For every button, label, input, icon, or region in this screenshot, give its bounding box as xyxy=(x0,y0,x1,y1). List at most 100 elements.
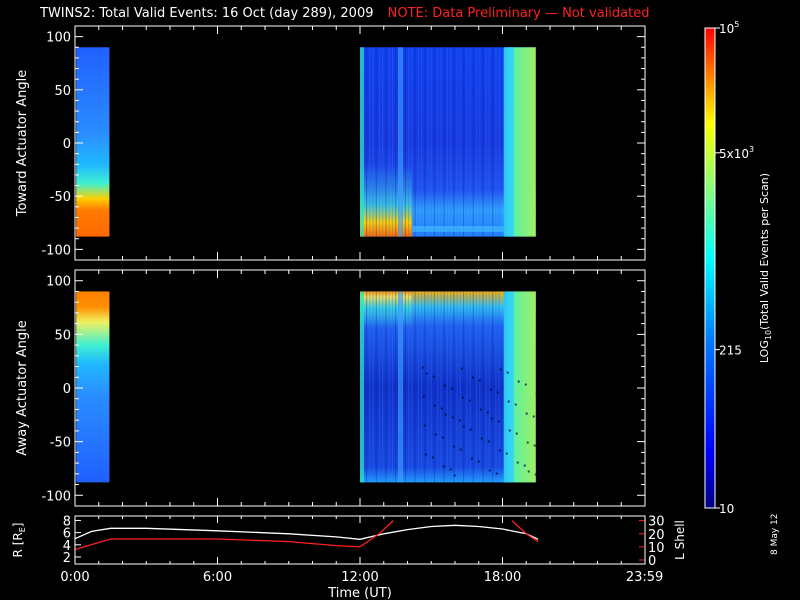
heatmap-texture-line xyxy=(378,47,381,237)
y-tick-label-left: 4 xyxy=(63,539,71,554)
heatmap-speckle xyxy=(489,388,492,391)
y-tick-label-right: 30 xyxy=(648,515,665,530)
y-axis-label: Toward Actuator Angle xyxy=(15,70,30,217)
heatmap-speckle xyxy=(432,375,435,378)
heatmap-edge-strip xyxy=(360,291,364,483)
heatmap-speckle xyxy=(527,470,530,473)
lshell-series-line xyxy=(74,538,361,551)
heatmap-texture-line xyxy=(411,291,413,483)
heatmap-texture-line xyxy=(404,291,406,483)
y-tick-label-left: 2 xyxy=(63,551,71,566)
heatmap-texture-line xyxy=(485,47,487,237)
heatmap-speckle xyxy=(462,425,465,428)
heatmap-texture-line xyxy=(482,47,484,237)
y-tick-label-right: 10 xyxy=(648,541,665,556)
heatmap-texture-line xyxy=(446,291,449,483)
heatmap-texture-line xyxy=(417,291,419,483)
heatmap-speckle xyxy=(516,461,519,464)
y-axis-label: Away Actuator Angle xyxy=(15,320,30,455)
heatmap-speckle xyxy=(523,464,526,467)
heatmap-speckle xyxy=(524,383,527,386)
heatmap-texture-line xyxy=(427,47,429,237)
heatmap-hot-region xyxy=(360,164,413,237)
heatmap-speckle xyxy=(459,448,462,451)
y-tick-label: 0 xyxy=(63,137,71,152)
lshell-series-line xyxy=(511,520,539,543)
heatmap-texture-line xyxy=(382,291,384,483)
heatmap-hot-region xyxy=(360,291,413,329)
heatmap-texture-line xyxy=(388,47,390,237)
heatmap-speckle xyxy=(461,396,464,399)
x-tick-label: 12:00 xyxy=(341,570,378,585)
heatmap-texture-line xyxy=(485,291,487,483)
heatmap-speckle xyxy=(479,408,482,411)
heatmap-block-early xyxy=(76,291,110,483)
y-tick-label: -50 xyxy=(50,436,71,451)
heatmap-speckle xyxy=(424,453,427,456)
heatmap-speckle xyxy=(442,465,445,468)
heatmap-speckle xyxy=(431,456,434,459)
heatmap-speckle xyxy=(434,433,437,436)
heatmap-speckle xyxy=(423,424,426,427)
heatmap-speckle xyxy=(422,395,425,398)
heatmap-texture-line xyxy=(469,291,471,483)
heatmap-speckle xyxy=(449,468,452,471)
heatmap-speckle xyxy=(526,441,529,444)
heatmap-texture-line xyxy=(437,47,439,237)
heatmap-band-edge xyxy=(507,291,514,483)
colorbar-tick-label: 10 xyxy=(719,502,734,516)
heatmap-speckle xyxy=(451,416,454,419)
heatmap-speckle xyxy=(441,436,444,439)
heatmap-texture-line xyxy=(414,47,416,237)
heatmap-speckle xyxy=(499,368,502,371)
heatmap-texture-line xyxy=(395,47,397,237)
heatmap-speckle xyxy=(452,445,455,448)
heatmap-texture-line xyxy=(453,291,455,483)
heatmap-texture-line xyxy=(414,291,416,483)
colorbar-label: LOG10(Total Valid Events per Scan) xyxy=(758,173,773,363)
heatmap-speckle xyxy=(498,449,501,452)
heatmap-texture-line xyxy=(408,47,410,237)
heatmap-speckle xyxy=(486,411,489,414)
lshell-series-line xyxy=(359,520,394,548)
heatmap-band-edge xyxy=(507,47,514,237)
heatmap-bottom-line xyxy=(412,225,504,232)
heatmap-texture-line xyxy=(424,47,426,237)
colorbar-tick-label: 105 xyxy=(719,20,739,36)
heatmap-edge-strip xyxy=(360,47,364,237)
y-tick-label: 0 xyxy=(63,382,71,397)
title-text: TWINS2: Total Valid Events: 16 Oct (day … xyxy=(40,6,374,21)
away-panel: 100 50 0 -50 -100 Away Actuator Angle xyxy=(15,269,646,507)
heatmap-speckle xyxy=(495,472,498,475)
heatmap-speckle xyxy=(525,412,528,415)
heatmap-texture-line xyxy=(488,291,491,483)
heatmap-texture-line xyxy=(391,291,394,483)
heatmap-texture-line xyxy=(498,47,500,237)
x-tick-label: 0:00 xyxy=(60,570,89,585)
y-tick-label-right: 0 xyxy=(648,554,656,569)
heatmap-texture-line xyxy=(466,47,468,237)
heatmap-speckle xyxy=(496,391,499,394)
heatmap-speckle xyxy=(480,437,483,440)
heatmap-speckle xyxy=(517,380,520,383)
x-tick-label: 23:59 xyxy=(626,570,663,585)
x-tick-label: 18:00 xyxy=(484,570,521,585)
heatmap-texture-line xyxy=(372,291,374,483)
heatmap-speckle xyxy=(533,444,536,447)
heatmap-stripe xyxy=(398,47,403,237)
heatmap-speckle xyxy=(440,407,443,410)
y-tick-label: -100 xyxy=(41,243,71,258)
heatmap-speckle xyxy=(487,440,490,443)
heatmap-texture-line xyxy=(453,47,455,237)
heatmap-texture-line xyxy=(433,291,436,483)
heatmap-speckle xyxy=(450,387,453,390)
heatmap-texture-line xyxy=(427,291,429,483)
heatmap-texture-line xyxy=(450,291,452,483)
colorbar-gradient xyxy=(704,27,716,509)
heatmap-texture-line xyxy=(388,291,390,483)
heatmap-speckle xyxy=(469,428,472,431)
heatmap-speckle xyxy=(514,403,517,406)
heatmap-texture-line xyxy=(469,47,471,237)
y-tick-label: -100 xyxy=(41,489,71,504)
